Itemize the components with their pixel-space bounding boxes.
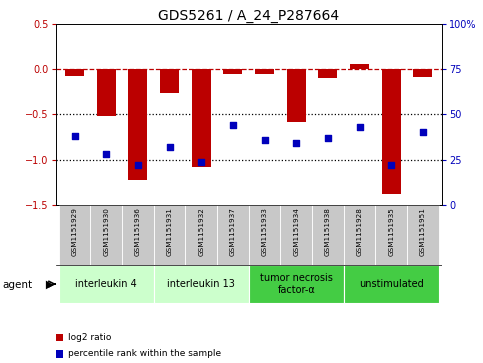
Text: GSM1151937: GSM1151937: [230, 207, 236, 256]
Title: GDS5261 / A_24_P287664: GDS5261 / A_24_P287664: [158, 9, 339, 23]
Bar: [59, 265, 154, 303]
Text: GSM1151934: GSM1151934: [293, 207, 299, 256]
Text: log2 ratio: log2 ratio: [68, 333, 111, 342]
Bar: [350, 64, 369, 69]
Bar: [255, 69, 274, 73]
Text: unstimulated: unstimulated: [359, 279, 424, 289]
Bar: [224, 69, 242, 74]
Bar: [249, 265, 344, 303]
Point: [198, 159, 205, 164]
Point: [292, 140, 300, 146]
Text: GSM1151935: GSM1151935: [388, 207, 394, 256]
Bar: [249, 205, 281, 265]
Bar: [318, 69, 338, 78]
Text: percentile rank within the sample: percentile rank within the sample: [68, 350, 221, 358]
Bar: [128, 69, 147, 180]
Bar: [287, 69, 306, 122]
Point: [166, 144, 173, 150]
Bar: [97, 69, 116, 116]
Bar: [344, 205, 375, 265]
Text: GSM1151931: GSM1151931: [167, 207, 172, 256]
Bar: [375, 205, 407, 265]
Bar: [281, 205, 312, 265]
Text: interleukin 4: interleukin 4: [75, 279, 137, 289]
Point: [134, 162, 142, 168]
Text: GSM1151951: GSM1151951: [420, 207, 426, 256]
Point: [261, 137, 269, 143]
Bar: [122, 205, 154, 265]
Text: agent: agent: [2, 280, 32, 290]
Point: [324, 135, 332, 141]
Bar: [59, 205, 90, 265]
Text: GSM1151928: GSM1151928: [356, 207, 363, 256]
Bar: [154, 205, 185, 265]
Bar: [312, 205, 344, 265]
Text: GSM1151930: GSM1151930: [103, 207, 109, 256]
Point: [71, 133, 78, 139]
Text: GSM1151932: GSM1151932: [198, 207, 204, 256]
Bar: [413, 69, 432, 77]
Point: [102, 151, 110, 157]
Bar: [192, 69, 211, 167]
Text: tumor necrosis
factor-α: tumor necrosis factor-α: [260, 273, 333, 295]
Bar: [344, 265, 439, 303]
Point: [419, 130, 427, 135]
Text: GSM1151933: GSM1151933: [262, 207, 268, 256]
Bar: [185, 205, 217, 265]
Point: [229, 122, 237, 128]
Bar: [407, 205, 439, 265]
Text: interleukin 13: interleukin 13: [167, 279, 235, 289]
Bar: [382, 69, 401, 194]
Bar: [154, 265, 249, 303]
Bar: [90, 205, 122, 265]
Text: GSM1151929: GSM1151929: [71, 207, 78, 256]
Bar: [160, 69, 179, 93]
Point: [387, 162, 395, 168]
Text: GSM1151938: GSM1151938: [325, 207, 331, 256]
Bar: [65, 69, 84, 76]
Bar: [217, 205, 249, 265]
Point: [356, 124, 364, 130]
Text: GSM1151936: GSM1151936: [135, 207, 141, 256]
